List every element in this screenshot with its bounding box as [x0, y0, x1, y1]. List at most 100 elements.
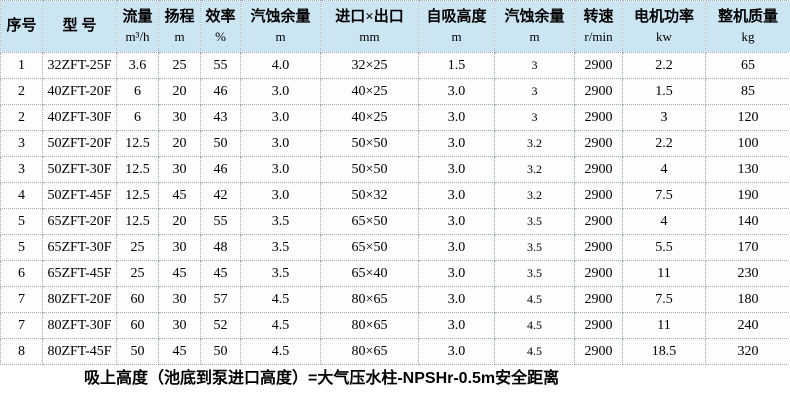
table-cell: 170	[705, 234, 790, 261]
table-cell: 3.0	[240, 182, 321, 209]
header-label: 效率	[205, 8, 236, 25]
table-cell: 65×40	[320, 260, 419, 287]
table-cell: 3	[0, 130, 43, 157]
table-cell: 25	[158, 52, 201, 79]
table-cell: 3.0	[418, 286, 495, 313]
table-cell: 4.5	[494, 286, 575, 313]
table-cell: 130	[705, 156, 790, 183]
table-cell: 40×25	[320, 104, 419, 131]
table-cell: 12.5	[116, 182, 159, 209]
table-cell: 50ZFT-45F	[42, 182, 117, 209]
table-cell: 80×65	[320, 286, 419, 313]
table-cell: 190	[705, 182, 790, 209]
table-cell: 55	[200, 208, 241, 235]
header-label: 型 号	[62, 18, 97, 35]
table-cell: 12.5	[116, 156, 159, 183]
table-cell: 25	[116, 234, 159, 261]
table-cell: 50ZFT-20F	[42, 130, 117, 157]
table-cell: 7.5	[622, 286, 706, 313]
table-cell: 2900	[574, 78, 623, 105]
table-cell: 2.2	[622, 130, 706, 157]
table-cell: 32×25	[320, 52, 419, 79]
table-cell: 5	[0, 234, 43, 261]
table-cell: 3.0	[240, 130, 321, 157]
table-cell: 18.5	[622, 338, 706, 365]
table-cell: 2	[0, 104, 43, 131]
table-cell: 3.2	[494, 156, 575, 183]
table-cell: 3	[494, 78, 575, 105]
table-cell: 50	[116, 338, 159, 365]
table-cell: 3.2	[494, 130, 575, 157]
table-cell: 6	[0, 260, 43, 287]
header-unit: m³/h	[125, 29, 150, 45]
header-cell: 进口×出口 mm	[320, 0, 419, 53]
header-label: 电机功率	[633, 8, 694, 25]
table-cell: 12.5	[116, 130, 159, 157]
table-cell: 60	[116, 312, 159, 339]
header-unit: m	[174, 29, 185, 45]
table-cell: 3	[0, 156, 43, 183]
header-unit: kw	[656, 29, 672, 45]
table-cell: 4	[622, 156, 706, 183]
table-cell: 2900	[574, 52, 623, 79]
header-row: 序号 型 号 流量 m³/h 扬程 m 效率% 汽蚀余量 m 进口×出口 mm 自吸高度 m 汽蚀余量 m 转…	[0, 0, 790, 53]
table-cell: 65ZFT-45F	[42, 260, 117, 287]
header-unit: mm	[359, 29, 380, 45]
table-cell: 3.5	[494, 208, 575, 235]
table-cell: 80ZFT-30F	[42, 312, 117, 339]
header-label: 序号	[6, 18, 37, 35]
table-cell: 3.5	[494, 234, 575, 261]
table-row: 3 50ZFT-20F 12.5 20 50 3.0 50×50 3.0 3.2 2900 2.2 1…	[0, 130, 790, 157]
table-cell: 3.0	[418, 130, 495, 157]
table-cell: 4	[622, 208, 706, 235]
table-cell: 80×65	[320, 312, 419, 339]
table-header: 序号 型 号 流量 m³/h 扬程 m 效率% 汽蚀余量 m 进口×出口 mm 自吸高度 m 汽蚀余量 m 转…	[0, 0, 790, 53]
header-cell: 整机质量 kg	[705, 0, 790, 53]
table-cell: 4.5	[240, 312, 321, 339]
header-label: 自吸高度	[426, 8, 487, 25]
table-cell: 45	[158, 182, 201, 209]
table-cell: 3.0	[240, 104, 321, 131]
table-cell: 3	[494, 52, 575, 79]
table-row: 8 80ZFT-45F 50 45 50 4.5 80×65 3.0 4.5 2900 18.5 32…	[0, 338, 790, 365]
table-cell: 4.5	[494, 312, 575, 339]
table-cell: 80×65	[320, 338, 419, 365]
table-cell: 30	[158, 312, 201, 339]
table-cell: 65ZFT-20F	[42, 208, 117, 235]
table-cell: 2.2	[622, 52, 706, 79]
table-cell: 8	[0, 338, 43, 365]
pump-spec-table: 序号 型 号 流量 m³/h 扬程 m 效率% 汽蚀余量 m 进口×出口 mm 自吸高度 m 汽蚀余量 m 转…	[0, 0, 790, 365]
table-cell: 3.0	[418, 104, 495, 131]
table-row: 4 50ZFT-45F 12.5 45 42 3.0 50×32 3.0 3.2 2900 7.5 1…	[0, 182, 790, 209]
header-cell: 转速 r/min	[574, 0, 623, 53]
table-cell: 7.5	[622, 182, 706, 209]
header-label: 汽蚀余量	[250, 8, 311, 25]
table-cell: 57	[200, 286, 241, 313]
header-label: 扬程	[164, 8, 195, 25]
header-label: 流量	[122, 8, 153, 25]
table-cell: 43	[200, 104, 241, 131]
table-cell: 50	[200, 338, 241, 365]
table-cell: 48	[200, 234, 241, 261]
table-cell: 80ZFT-45F	[42, 338, 117, 365]
table-body: 1 32ZFT-25F 3.6 25 55 4.0 32×25 1.5 3 2900 2.2 65 2 4…	[0, 52, 790, 365]
table-cell: 50×50	[320, 130, 419, 157]
table-cell: 3	[622, 104, 706, 131]
table-cell: 30	[158, 234, 201, 261]
table-cell: 40×25	[320, 78, 419, 105]
table-cell: 2	[0, 78, 43, 105]
table-row: 2 40ZFT-30F 6 30 43 3.0 40×25 3.0 3 2900 3 120	[0, 104, 790, 131]
header-unit: kg	[741, 29, 755, 45]
table-cell: 45	[158, 338, 201, 365]
table-cell: 20	[158, 78, 201, 105]
table-cell: 3.0	[418, 338, 495, 365]
header-label: 进口×出口	[335, 8, 404, 25]
table-cell: 55	[200, 52, 241, 79]
table-cell: 50×50	[320, 156, 419, 183]
table-cell: 240	[705, 312, 790, 339]
table-cell: 2900	[574, 104, 623, 131]
table-cell: 3.0	[418, 78, 495, 105]
table-cell: 140	[705, 208, 790, 235]
table-cell: 2900	[574, 286, 623, 313]
table-cell: 3.0	[240, 156, 321, 183]
